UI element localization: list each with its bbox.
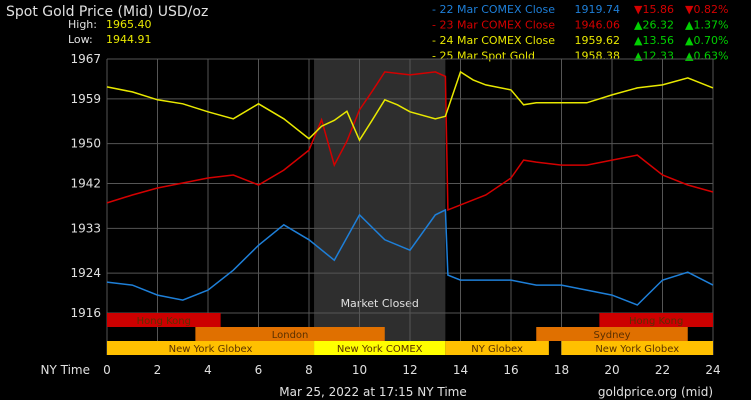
x-tick-label: 2	[154, 363, 162, 377]
low-value: 1944.91	[106, 33, 152, 46]
series-line-1	[106, 71, 714, 211]
x-tick-label: 8	[305, 363, 313, 377]
x-tick-label: 6	[255, 363, 263, 377]
legend-percent: ▲0.63%	[685, 50, 728, 63]
x-tick-label: 0	[103, 363, 111, 377]
footer-date: Mar 25, 2022 at 17:15 NY Time	[279, 385, 466, 399]
x-tick-label: 20	[604, 363, 619, 377]
legend-name: - 23 Mar COMEX Close	[432, 19, 555, 32]
x-tick-label: 18	[554, 363, 569, 377]
legend-price: 1919.74	[575, 3, 621, 16]
x-tick-label: 22	[655, 363, 670, 377]
high-value: 1965.40	[106, 18, 152, 31]
low-label: Low:	[68, 33, 93, 46]
x-tick-label: 14	[453, 363, 468, 377]
legend: - 22 Mar COMEX Close 1919.74 ▼15.86 ▼0.82% -…	[432, 3, 728, 63]
legend-price: 1946.06	[575, 19, 621, 32]
source-label: goldprice.org (mid)	[598, 385, 713, 399]
session-label: Hong Kong	[137, 316, 191, 327]
legend-change: ▲12.33	[634, 50, 674, 63]
session-label: Hong Kong	[629, 316, 683, 327]
legend-percent: ▲1.37%	[685, 19, 728, 32]
session-bar	[561, 341, 713, 355]
session-bar	[314, 341, 446, 355]
session-label: New York Globex	[595, 344, 679, 355]
session-label: New York Globex	[169, 344, 253, 355]
x-axis-label: NY Time	[41, 363, 91, 377]
y-tick-label: 1924	[70, 266, 101, 280]
session-bar	[536, 327, 688, 341]
session-label: London	[272, 330, 309, 341]
y-tick-label: 1942	[70, 177, 101, 191]
market-closed-band	[314, 59, 446, 341]
high-label: High:	[68, 18, 97, 31]
x-tick-label: 16	[503, 363, 518, 377]
session-label: New York COMEX	[337, 344, 423, 355]
legend-name: - 25 Mar Spot Gold	[432, 50, 535, 63]
y-tick-label: 1933	[70, 221, 101, 235]
session-bar	[107, 341, 315, 355]
legend-change: ▲26.32	[634, 19, 674, 32]
session-label: Sydney	[593, 330, 630, 341]
x-tick-label: 10	[352, 363, 367, 377]
legend-price: 1958.38	[575, 50, 621, 63]
legend-change: ▼15.86	[634, 3, 674, 16]
x-tick-label: 4	[204, 363, 212, 377]
y-tick-label: 1916	[70, 306, 101, 320]
y-tick-label: 1967	[70, 52, 101, 66]
market-closed-label: Market Closed	[341, 297, 419, 310]
legend-name: - 24 Mar COMEX Close	[432, 34, 555, 47]
chart-title: Spot Gold Price (Mid) USD/oz	[6, 4, 208, 20]
session-bar	[445, 341, 549, 355]
legend-price: 1959.62	[575, 34, 621, 47]
session-label: NY Globex	[471, 344, 523, 355]
session-bar	[195, 327, 385, 341]
x-tick-label: 12	[402, 363, 417, 377]
x-tick-label: 24	[705, 363, 720, 377]
y-tick-label: 1950	[70, 137, 101, 151]
legend-name: - 22 Mar COMEX Close	[432, 3, 555, 16]
series-line-2	[106, 70, 714, 142]
session-bar	[107, 313, 221, 327]
y-tick-label: 1959	[70, 92, 101, 106]
legend-change: ▲13.56	[634, 34, 674, 47]
series-line-0	[106, 208, 714, 306]
session-bar	[599, 313, 713, 327]
legend-percent: ▼0.82%	[685, 3, 728, 16]
legend-percent: ▲0.70%	[685, 34, 728, 47]
